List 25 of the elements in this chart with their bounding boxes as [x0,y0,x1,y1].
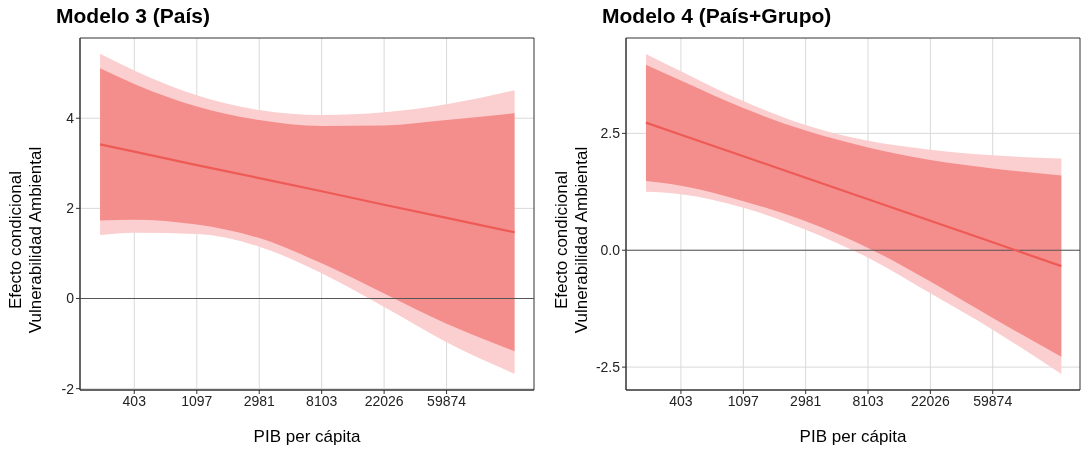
x-tick-label: 403 [122,392,147,409]
y-tick-label: 0 [66,290,75,307]
y-axis-title: Efecto condicional Vulnerabilidad Ambiental [6,146,46,334]
y-tick-label: 2 [66,200,75,217]
y-tick-label: -2.5 [595,359,621,376]
x-tick-label: 59874 [973,392,1013,409]
x-tick-label: 1097 [181,392,213,409]
chart-title: Modelo 4 (País+Grupo) [602,4,832,28]
y-axis-title: Efecto condicional Vulnerabilidad Ambiental [552,146,592,334]
y-tick-label: 2.5 [600,125,621,142]
y-tick-label: -2 [61,380,75,397]
x-tick-label: 22026 [910,392,951,409]
y-tick-label: 4 [66,110,75,127]
x-tick-label: 2981 [243,392,276,409]
x-tick-label: 59874 [427,392,467,409]
x-tick-label: 1097 [727,392,760,409]
y-tick-label: 0.0 [600,242,621,259]
x-tick-label: 8103 [852,392,884,409]
x-tick-label: 403 [669,392,693,409]
x-tick-label: 2981 [790,392,822,409]
x-axis-title: PIB per cápita [253,427,361,446]
x-tick-label: 22026 [364,392,404,409]
x-axis-title: PIB per cápita [799,427,907,446]
chart-title: Modelo 3 (País) [56,4,211,28]
x-tick-label: 8103 [306,392,338,409]
